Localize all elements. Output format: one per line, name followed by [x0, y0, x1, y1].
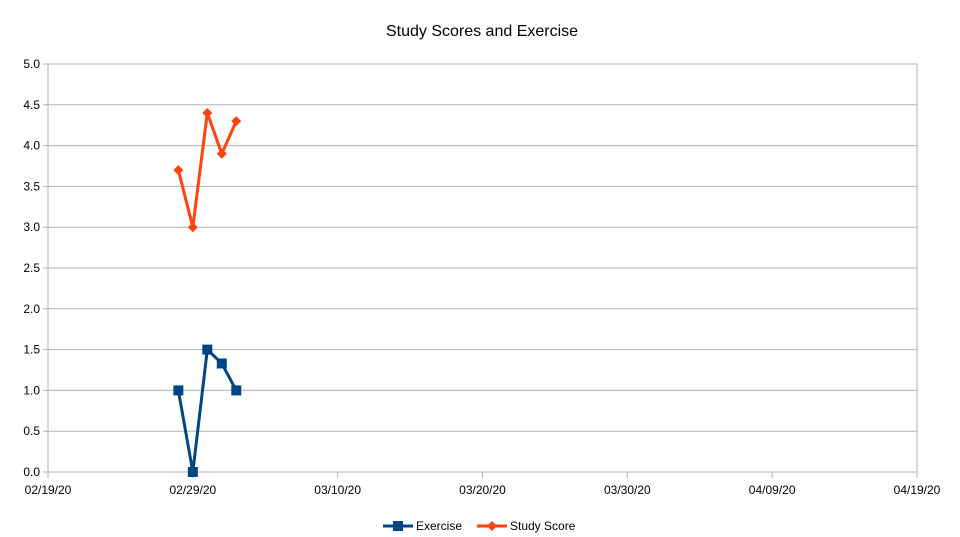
legend-label: Exercise [416, 519, 462, 533]
x-tick-label: 04/09/20 [749, 483, 796, 497]
data-point [173, 165, 184, 176]
legend-marker [393, 521, 403, 531]
data-point [173, 385, 184, 396]
series-exercise [173, 344, 242, 477]
data-point [216, 358, 227, 369]
data-point [216, 148, 227, 159]
legend-label: Study Score [510, 519, 576, 533]
y-tick-label: 3.0 [23, 220, 40, 234]
y-tick-label: 1.0 [23, 383, 40, 397]
series-study-score [173, 107, 242, 233]
y-tick-label: 0.0 [23, 465, 40, 479]
data-point [187, 467, 198, 477]
data-point [231, 385, 242, 396]
y-tick-label: 2.5 [23, 261, 40, 275]
data-point [187, 222, 198, 233]
legend-marker [487, 521, 497, 531]
legend: Exercise Study Score [383, 519, 576, 533]
data-point [202, 107, 213, 118]
x-tick-label: 04/19/20 [894, 483, 941, 497]
y-tick-label: 4.0 [23, 139, 40, 153]
plot-area: 0.0 0.5 1.0 1.5 2.0 2.5 3.0 3.5 4.0 4.5 5.0 02/19/2… [23, 57, 940, 497]
x-tick-label: 03/30/20 [604, 483, 651, 497]
data-point [231, 116, 242, 127]
x-tick-label: 03/20/20 [459, 483, 506, 497]
y-tick-label: 1.5 [23, 343, 40, 357]
chart-title: Study Scores and Exercise [386, 23, 578, 40]
legend-item: Exercise [383, 519, 462, 533]
y-tick-label: 2.0 [23, 302, 40, 316]
series-line [176, 111, 238, 229]
x-tick-label: 02/29/20 [169, 483, 216, 497]
y-tick-label: 0.5 [23, 424, 40, 438]
y-tick-label: 3.5 [23, 179, 40, 193]
x-tick-label: 03/10/20 [314, 483, 361, 497]
series-line [176, 348, 238, 474]
y-tick-label: 4.5 [23, 98, 40, 112]
legend-item: Study Score [477, 519, 576, 533]
x-tick-label: 02/19/20 [25, 483, 72, 497]
y-tick-label: 5.0 [23, 57, 40, 71]
data-point [202, 344, 213, 355]
